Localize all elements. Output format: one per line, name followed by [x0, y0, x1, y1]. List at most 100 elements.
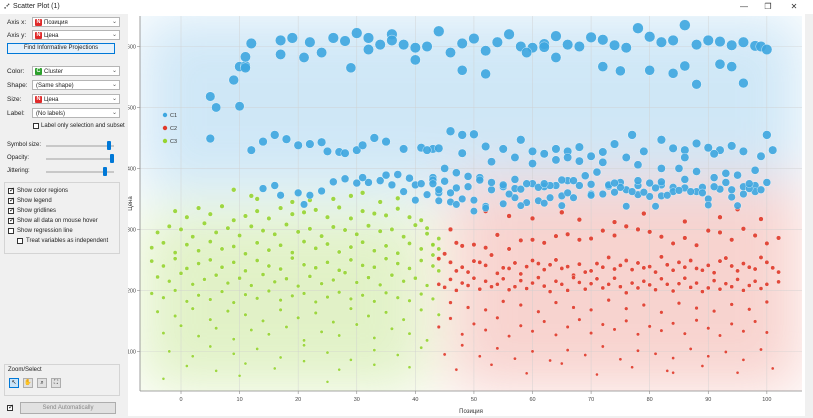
data-point-c3 [161, 377, 166, 381]
data-point-c2 [536, 309, 541, 314]
reset-zoom-icon[interactable]: ⛶ [51, 378, 61, 388]
data-point-c2 [477, 354, 482, 359]
data-point-c1 [276, 191, 285, 200]
jittering-slider-handle[interactable] [103, 167, 107, 176]
data-point-c3 [243, 292, 248, 297]
symbol-size-slider-handle[interactable] [107, 141, 111, 150]
data-point-c1 [551, 155, 561, 165]
axis-x-value: Позиция [44, 19, 68, 26]
data-point-c3 [196, 334, 201, 339]
opacity-slider[interactable] [46, 158, 114, 160]
data-point-c3 [208, 297, 213, 302]
data-point-c1 [211, 102, 222, 113]
treat-independent-checkbox[interactable] [17, 238, 23, 244]
data-point-c1 [456, 37, 468, 49]
data-point-c1 [281, 134, 292, 144]
data-point-c3 [336, 268, 342, 273]
data-point-c3 [348, 215, 354, 221]
data-point-c2 [770, 366, 775, 371]
data-point-c1 [639, 188, 648, 197]
close-button[interactable]: ✕ [790, 2, 798, 11]
size-select[interactable]: N Цена ⌄ [32, 94, 120, 104]
data-point-c3 [231, 300, 236, 305]
opacity-slider-handle[interactable] [110, 154, 114, 163]
data-point-c2 [465, 283, 471, 288]
maximize-button[interactable]: ❐ [764, 2, 772, 11]
minimize-button[interactable]: — [740, 2, 748, 11]
data-point-c2 [664, 282, 670, 287]
data-point-c3 [266, 263, 272, 269]
data-point-c3 [366, 275, 371, 280]
pointer-select-icon[interactable]: ↖ [9, 378, 19, 388]
send-automatically-checkbox[interactable] [7, 403, 14, 411]
find-informative-projections-button[interactable]: Find Informative Projections [7, 43, 115, 54]
jittering-slider[interactable] [46, 171, 114, 173]
data-point-c2 [706, 354, 711, 359]
size-label: Size: [7, 96, 22, 103]
data-point-c3 [302, 343, 306, 348]
data-point-c3 [254, 196, 260, 202]
axis-x-select[interactable]: N Позиция ⌄ [32, 17, 120, 27]
data-point-c1 [329, 177, 338, 187]
data-point-c2 [747, 307, 752, 312]
data-point-c1 [562, 39, 574, 51]
data-point-c1 [286, 32, 298, 44]
data-point-c1 [445, 47, 456, 58]
data-point-c3 [296, 283, 301, 289]
data-point-c2 [629, 280, 635, 286]
show-regression-checkbox[interactable] [8, 228, 14, 234]
show-legend-checkbox[interactable] [8, 196, 15, 204]
x-tick-label: 30 [354, 397, 360, 403]
data-point-c3 [266, 288, 272, 294]
data-point-c3 [336, 204, 342, 211]
data-point-c2 [682, 218, 688, 225]
show-gridlines-checkbox[interactable] [8, 206, 15, 214]
send-automatically-button[interactable]: Send Automatically [20, 402, 116, 414]
label-only-selection-checkbox[interactable] [33, 123, 39, 129]
data-point-c2 [471, 275, 477, 281]
data-point-c3 [178, 226, 184, 232]
data-point-c3 [207, 239, 213, 244]
zoom-magnifier-icon[interactable]: ⌕ [37, 378, 47, 388]
color-select[interactable]: C Cluster ⌄ [32, 66, 120, 76]
axis-y-select[interactable]: N Цена ⌄ [32, 30, 120, 40]
symbol-size-slider[interactable] [46, 145, 114, 147]
data-point-c2 [553, 278, 559, 284]
pan-hand-icon[interactable]: ✋ [23, 378, 33, 388]
data-point-c1 [463, 172, 473, 181]
data-point-c1 [240, 51, 251, 63]
data-point-c2 [752, 266, 758, 272]
data-point-c2 [500, 276, 506, 282]
data-point-c1 [275, 49, 286, 60]
data-point-c1 [727, 193, 736, 202]
data-point-c2 [565, 348, 570, 353]
data-point-c3 [419, 291, 424, 297]
x-tick-label: 10 [237, 397, 243, 403]
data-point-c3 [155, 274, 160, 280]
label-select[interactable]: (No labels) ⌄ [32, 108, 120, 118]
size-row: Size: N Цена ⌄ [7, 94, 120, 105]
shape-select[interactable]: (Same shape) ⌄ [32, 80, 120, 90]
data-point-c3 [296, 315, 301, 320]
data-point-c3 [349, 358, 353, 362]
data-point-c1 [581, 171, 590, 180]
data-point-c2 [758, 286, 764, 291]
data-point-c1 [270, 130, 280, 140]
data-point-c3 [301, 291, 307, 296]
data-point-c3 [201, 220, 207, 226]
show-color-regions-checkbox[interactable] [8, 186, 15, 194]
data-point-c2 [501, 299, 506, 304]
scatter-plot-area[interactable]: 0 10 20 30 40 50 60 70 80 90 100 100 200 300 400 500 600… [127, 14, 805, 416]
data-point-c3 [166, 223, 172, 229]
data-point-c3 [331, 320, 336, 325]
data-point-c2 [559, 209, 565, 216]
data-point-c1 [622, 202, 631, 211]
data-point-c1 [569, 176, 578, 185]
data-point-c3 [184, 214, 190, 220]
scatter-plot-svg[interactable]: 0 10 20 30 40 50 60 70 80 90 100 100 200 300 400 500 600… [127, 14, 805, 416]
show-all-data-checkbox[interactable] [8, 216, 15, 224]
data-point-c3 [289, 199, 295, 205]
data-point-c2 [624, 290, 629, 296]
data-point-c3 [278, 205, 284, 211]
data-point-c2 [682, 264, 688, 270]
